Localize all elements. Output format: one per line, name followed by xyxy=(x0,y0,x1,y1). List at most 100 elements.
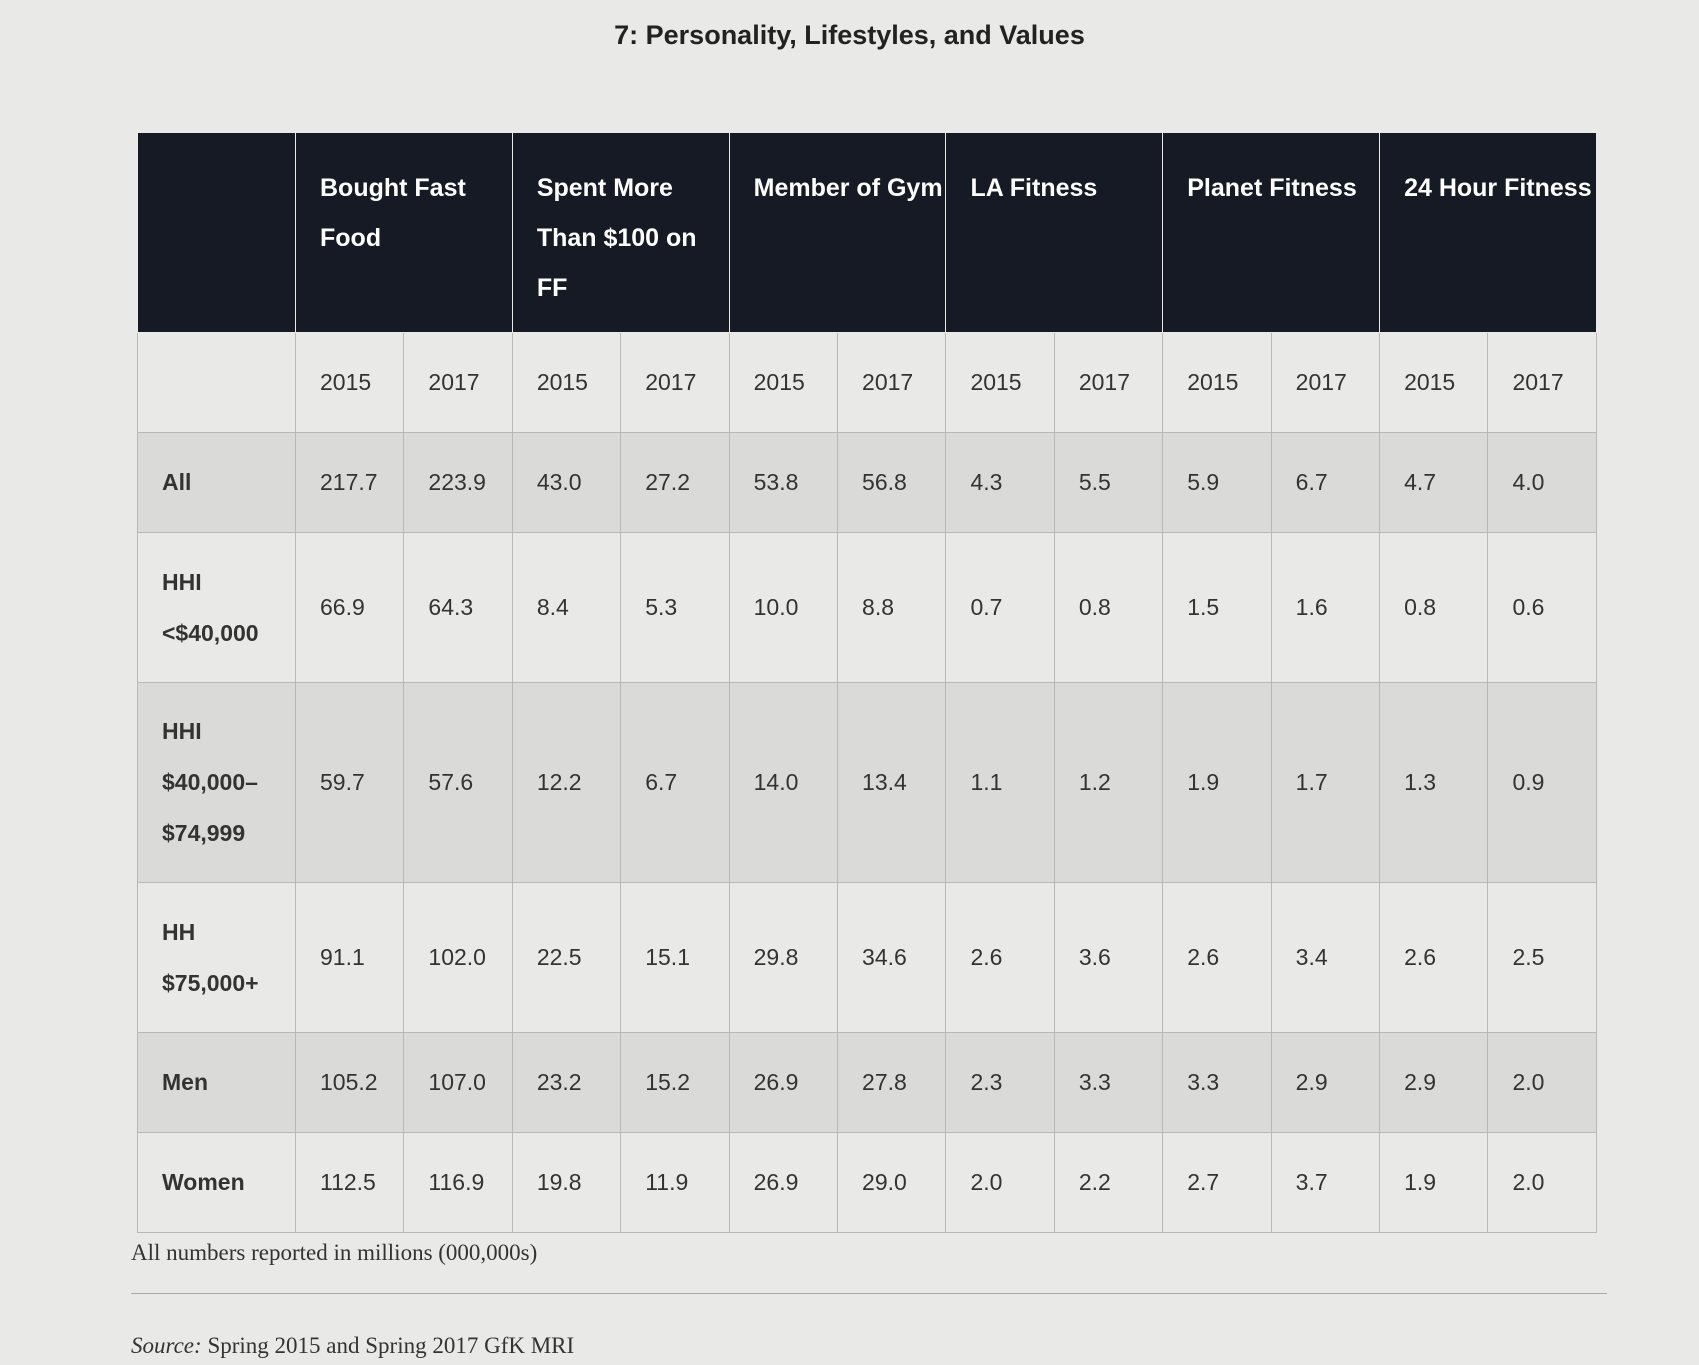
cell-value: 19.8 xyxy=(511,1132,622,1233)
cell-value: 8.4 xyxy=(511,532,622,683)
cell-value: 29.0 xyxy=(837,1132,947,1233)
column-group-header: Spent More Than $100 on FF xyxy=(511,132,730,333)
year-header: 2017 xyxy=(403,332,513,433)
cell-value: 0.8 xyxy=(1379,532,1489,683)
cell-value: 11.9 xyxy=(620,1132,730,1233)
column-group-header: 24 Hour Fitness xyxy=(1379,132,1597,333)
cell-value: 22.5 xyxy=(511,882,622,1033)
divider xyxy=(131,1293,1607,1294)
data-table: Bought Fast Food Spent More Than $100 on … xyxy=(137,132,1597,1233)
row-label: Men xyxy=(137,1032,296,1133)
year-header: 2017 xyxy=(1487,332,1597,433)
cell-value: 91.1 xyxy=(294,882,405,1033)
cell-value: 0.7 xyxy=(945,532,1055,683)
cell-value: 5.3 xyxy=(620,532,730,683)
cell-value: 13.4 xyxy=(837,682,947,883)
column-group-header: LA Fitness xyxy=(945,132,1164,333)
cell-value: 1.6 xyxy=(1270,532,1381,683)
cell-value: 64.3 xyxy=(403,532,513,683)
row-label: Women xyxy=(137,1132,296,1233)
data-row: Women 112.5 116.9 19.8 11.9 26.9 29.0 2.0 2.2 2.7… xyxy=(137,1132,1597,1233)
cell-value: 102.0 xyxy=(403,882,513,1033)
cell-value: 15.2 xyxy=(620,1032,730,1133)
row-label: HHI <$40,000 xyxy=(137,532,296,683)
year-header: 2015 xyxy=(945,332,1055,433)
cell-value: 43.0 xyxy=(511,432,622,533)
cell-value: 56.8 xyxy=(837,432,947,533)
cell-value: 3.6 xyxy=(1053,882,1164,1033)
cell-value: 53.8 xyxy=(728,432,839,533)
cell-value: 3.3 xyxy=(1053,1032,1164,1133)
cell-value: 2.6 xyxy=(945,882,1055,1033)
cell-value: 29.8 xyxy=(728,882,839,1033)
year-header: 2017 xyxy=(1270,332,1381,433)
year-header: 2015 xyxy=(1379,332,1489,433)
cell-value: 217.7 xyxy=(294,432,405,533)
corner-cell xyxy=(137,132,296,333)
cell-value: 1.7 xyxy=(1270,682,1381,883)
cell-value: 0.8 xyxy=(1053,532,1164,683)
year-header: 2015 xyxy=(1162,332,1272,433)
cell-value: 27.8 xyxy=(837,1032,947,1133)
cell-value: 59.7 xyxy=(294,682,405,883)
cell-value: 2.6 xyxy=(1379,882,1489,1033)
data-row: Men 105.2 107.0 23.2 15.2 26.9 27.8 2.3 3.3 3.3 2.… xyxy=(137,1032,1597,1133)
cell-value: 1.3 xyxy=(1379,682,1489,883)
cell-value: 4.7 xyxy=(1379,432,1489,533)
cell-value: 1.2 xyxy=(1053,682,1164,883)
year-header: 2015 xyxy=(728,332,839,433)
cell-value: 1.1 xyxy=(945,682,1055,883)
cell-value: 2.9 xyxy=(1270,1032,1381,1133)
column-group-header: Bought Fast Food xyxy=(295,132,513,333)
cell-value: 1.9 xyxy=(1379,1132,1489,1233)
cell-value: 223.9 xyxy=(403,432,513,533)
row-label: HH $75,000+ xyxy=(137,882,296,1033)
cell-value: 26.9 xyxy=(728,1132,839,1233)
cell-value: 107.0 xyxy=(403,1032,513,1133)
cell-value: 26.9 xyxy=(728,1032,839,1133)
cell-value: 4.3 xyxy=(945,432,1055,533)
header-row: Bought Fast Food Spent More Than $100 on … xyxy=(137,132,1597,333)
source-label: Source: xyxy=(131,1333,202,1358)
cell-value: 3.7 xyxy=(1270,1132,1381,1233)
cell-value: 5.5 xyxy=(1053,432,1164,533)
row-label: All xyxy=(137,432,296,533)
cell-value: 14.0 xyxy=(728,682,839,883)
data-row: HH $75,000+ 91.1 102.0 22.5 15.1 29.8 34.6 2.6 3… xyxy=(137,882,1597,1033)
cell-value: 2.5 xyxy=(1487,882,1597,1033)
cell-value: 1.5 xyxy=(1162,532,1272,683)
page-title: 7: Personality, Lifestyles, and Values xyxy=(614,20,1085,50)
cell-value: 5.9 xyxy=(1162,432,1272,533)
row-label: HHI $40,000–$74,999 xyxy=(137,682,296,883)
cell-value: 57.6 xyxy=(403,682,513,883)
cell-value: 23.2 xyxy=(511,1032,622,1133)
cell-value: 105.2 xyxy=(294,1032,405,1133)
cell-value: 2.7 xyxy=(1162,1132,1272,1233)
cell-value: 2.9 xyxy=(1379,1032,1489,1133)
cell-value: 116.9 xyxy=(403,1132,513,1233)
source-text: Spring 2015 and Spring 2017 GfK MRI xyxy=(207,1333,575,1358)
cell-value: 2.6 xyxy=(1162,882,1272,1033)
cell-value: 2.0 xyxy=(1487,1132,1597,1233)
source: Source: Spring 2015 and Spring 2017 GfK … xyxy=(131,1333,574,1359)
cell-value: 2.3 xyxy=(945,1032,1055,1133)
cell-value: 4.0 xyxy=(1487,432,1597,533)
cell-value: 10.0 xyxy=(728,532,839,683)
cell-value: 3.3 xyxy=(1162,1032,1272,1133)
year-header: 2017 xyxy=(1053,332,1164,433)
cell-value: 112.5 xyxy=(294,1132,405,1233)
year-row: 2015 2017 2015 2017 2015 2017 2015 2017 2015 2017… xyxy=(137,332,1597,433)
cell-value: 12.2 xyxy=(511,682,622,883)
cell-value: 6.7 xyxy=(620,682,730,883)
cell-value: 8.8 xyxy=(837,532,947,683)
cell-value: 34.6 xyxy=(837,882,947,1033)
cell-value: 1.9 xyxy=(1162,682,1272,883)
cell-value: 0.9 xyxy=(1487,682,1597,883)
data-row: HHI $40,000–$74,999 59.7 57.6 12.2 6.7 14.0 13… xyxy=(137,682,1597,883)
column-group-header: Member of Gym xyxy=(728,132,947,333)
year-header: 2017 xyxy=(837,332,947,433)
cell-value: 3.4 xyxy=(1270,882,1381,1033)
cell-value: 6.7 xyxy=(1270,432,1381,533)
cell-value: 2.0 xyxy=(945,1132,1055,1233)
